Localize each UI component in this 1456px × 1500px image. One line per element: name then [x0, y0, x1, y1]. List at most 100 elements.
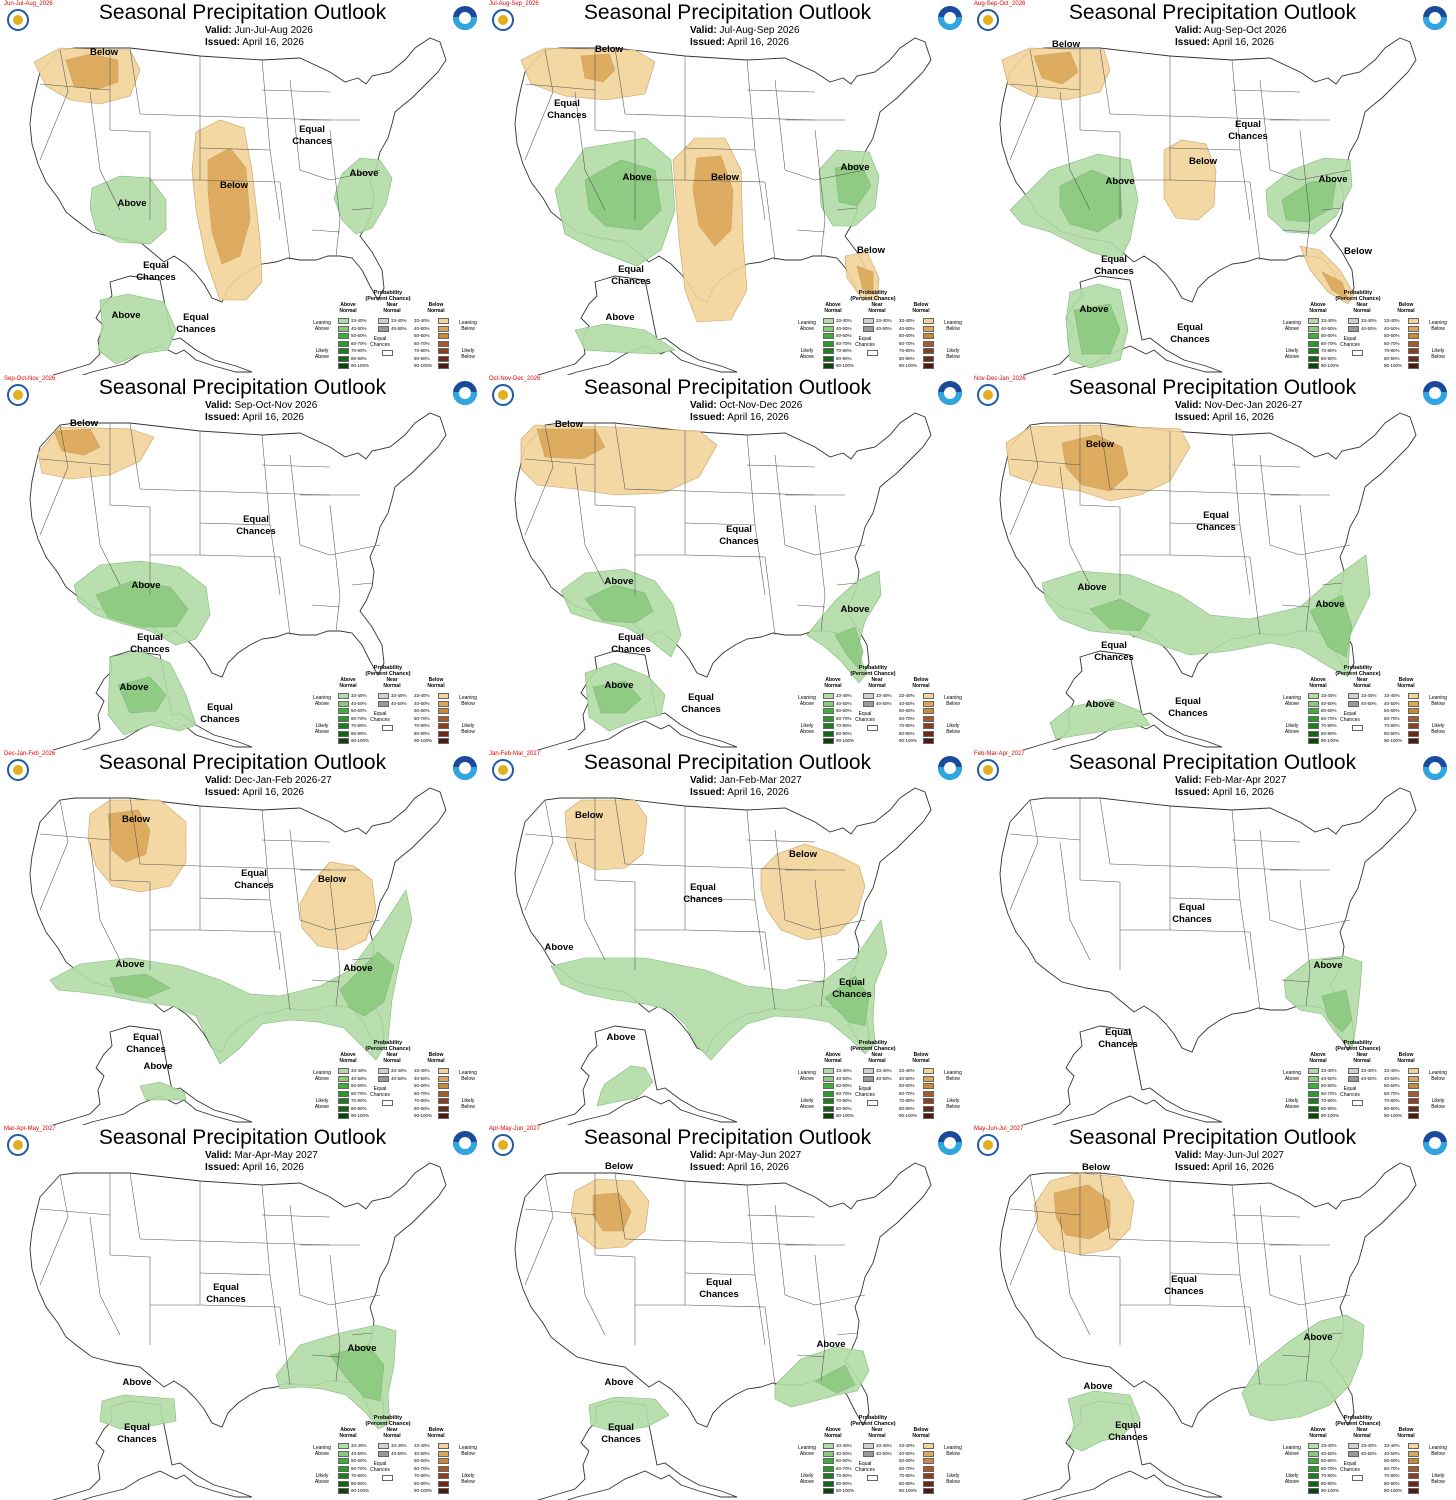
legend-swatch: [438, 1473, 449, 1479]
legend-title: Probability (Percent Chance): [365, 1415, 411, 1427]
state-border: [574, 841, 606, 961]
above-label: Above: [816, 1339, 845, 1350]
state-border: [199, 147, 271, 151]
legend-range: 33-40%: [351, 1443, 367, 1448]
state-border: [261, 89, 331, 93]
legend-swatch: [1408, 1068, 1419, 1074]
legend-swatch: [438, 1458, 449, 1464]
state-border: [39, 833, 111, 841]
legend-range: 80-90%: [414, 1480, 430, 1486]
outlook-panel: Mar-Apr-May_2027 Seasonal Precipitation O…: [0, 1125, 485, 1500]
above-normal-region: [814, 1364, 856, 1394]
state-border: [746, 464, 816, 468]
legend-swatch: [923, 693, 934, 699]
state-border: [129, 47, 141, 115]
noaa-logo-icon: [938, 756, 962, 780]
legend-swatch: [823, 1443, 834, 1449]
state-border: [199, 1272, 271, 1276]
state-border: [311, 604, 341, 608]
legend-range: 40-50%: [1384, 700, 1400, 706]
legend-swatch: [923, 1113, 934, 1119]
panel-title: Seasonal Precipitation Outlook: [98, 1126, 387, 1149]
legend-range: 80-90%: [899, 1480, 915, 1486]
state-border: [1269, 919, 1301, 931]
noaa-logo-icon: [453, 6, 477, 30]
legend-range: 50-60%: [1384, 1083, 1400, 1088]
state-border: [329, 919, 381, 931]
legend-range: 80-90%: [1384, 730, 1400, 736]
issued-date: Issued: April 16, 2026: [1175, 787, 1274, 798]
legend-range: 90-100%: [414, 363, 433, 368]
above-normal-region: [584, 159, 662, 231]
legend-side-label: Leaning Below: [944, 1070, 962, 1082]
legend-swatch: [338, 1105, 349, 1112]
state-border: [199, 1304, 281, 1308]
legend-header: Below Normal: [1397, 677, 1415, 689]
legend-range: 70-80%: [414, 348, 430, 353]
legend-range: 50-60%: [836, 708, 852, 713]
probability-legend: Probability (Percent Chance) Above Normal N…: [1280, 1040, 1452, 1122]
state-border: [1305, 219, 1311, 257]
state-border: [89, 841, 121, 961]
state-border: [1109, 1238, 1171, 1242]
legend-range: 90-100%: [899, 363, 918, 368]
legend-header: Near Normal: [383, 1052, 401, 1064]
legend-side-label: Likely Below: [461, 723, 475, 735]
below-label: Below: [1082, 1162, 1111, 1173]
noaa-logo-icon: [938, 381, 962, 405]
legend-range: 90-100%: [1384, 1488, 1403, 1493]
legend-swatch: [338, 348, 349, 354]
legend-range: 40-50%: [1321, 325, 1337, 331]
state-border: [261, 839, 331, 843]
legend-range: 40-50%: [899, 1075, 915, 1081]
state-border: [1231, 117, 1301, 121]
state-border: [614, 1172, 626, 1240]
state-border: [684, 897, 756, 901]
state-border: [820, 594, 826, 632]
legend-side-label: Leaning Below: [1429, 320, 1447, 332]
legend-side-label: Likely Above: [799, 1098, 815, 1110]
equal-chances-label: Equal Chances: [1172, 902, 1212, 925]
legend-header: Above Normal: [1309, 1052, 1327, 1064]
legend-swatch: [1348, 1075, 1359, 1082]
legend-swatch: [923, 348, 934, 354]
legend-swatch: [923, 1443, 934, 1449]
legend-range: 80-90%: [414, 355, 430, 361]
equal-chances-label: Equal Chances: [683, 882, 723, 905]
below-normal-region: [107, 809, 151, 863]
valid-period: Valid: Mar-Apr-May 2027: [205, 1150, 318, 1161]
doc-seal-icon: [7, 759, 29, 781]
legend-swatch: [1408, 340, 1419, 347]
legend-range: 50-60%: [1384, 1458, 1400, 1463]
legend-swatch: [1408, 318, 1419, 324]
legend-range: 33-40%: [899, 1443, 915, 1448]
state-border: [1231, 89, 1301, 93]
legend-swatch: [923, 708, 934, 714]
above-normal-region: [1321, 989, 1353, 1033]
legend-side-label: Likely Below: [1431, 1098, 1445, 1110]
state-border: [1009, 1216, 1039, 1286]
state-border: [1305, 969, 1311, 1007]
legend-swatch: [378, 1443, 389, 1449]
panel-title: Seasonal Precipitation Outlook: [98, 1, 387, 24]
legend-swatch: [823, 348, 834, 354]
legend-swatch: [438, 355, 449, 362]
legend-swatch: [923, 363, 934, 369]
above-label: Above: [1303, 1332, 1332, 1343]
panel-title: Seasonal Precipitation Outlook: [1068, 1, 1357, 24]
legend-range: 60-70%: [414, 715, 430, 721]
state-border: [1029, 1174, 1039, 1218]
above-label: Above: [117, 198, 146, 209]
state-border: [269, 1274, 281, 1346]
state-border: [1299, 129, 1311, 221]
state-border: [261, 809, 271, 901]
state-border: [1305, 594, 1311, 632]
state-border: [624, 113, 686, 117]
panel-title: Seasonal Precipitation Outlook: [1068, 376, 1357, 399]
state-border: [1321, 582, 1343, 586]
legend-range: 33-40%: [1361, 318, 1377, 323]
state-border: [39, 1216, 69, 1286]
legend-swatch: [1308, 723, 1319, 729]
below-normal-region: [1163, 139, 1217, 221]
